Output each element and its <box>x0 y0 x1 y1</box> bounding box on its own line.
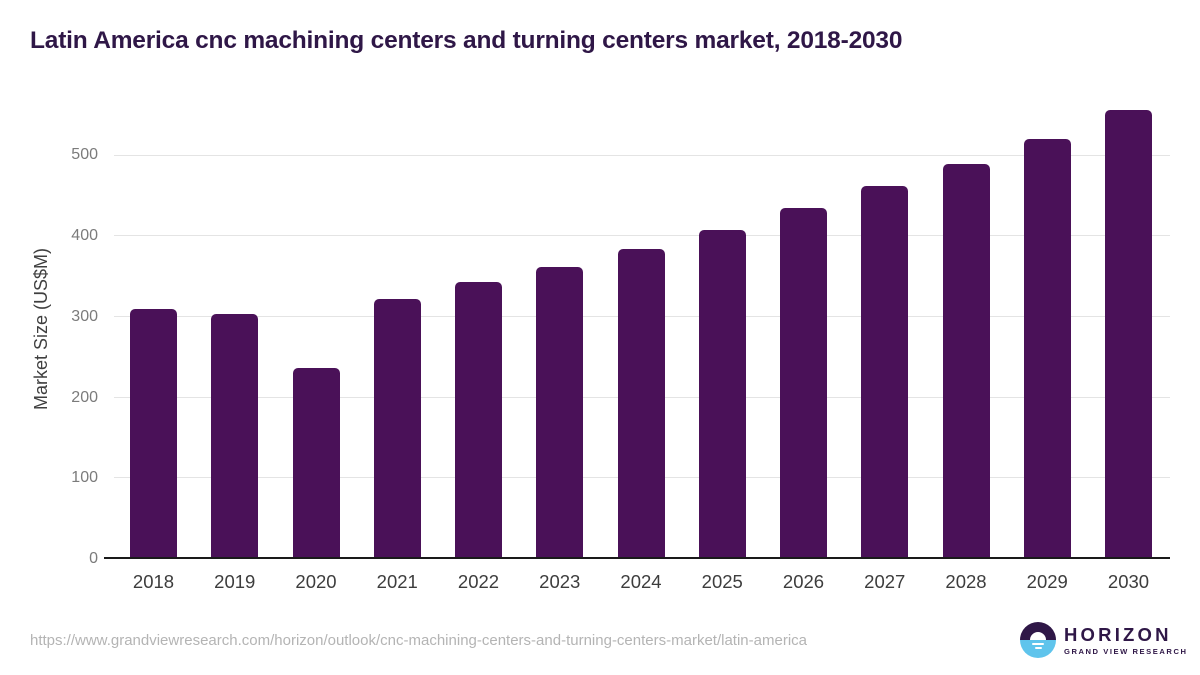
y-tick-label-0: 0 <box>89 550 98 567</box>
logo-icon-reflection-line-1 <box>1032 642 1044 645</box>
chart-title: Latin America cnc machining centers and … <box>30 27 903 54</box>
bar-2024 <box>617 249 665 559</box>
y-tick-label-500: 500 <box>71 146 98 164</box>
bar-2027 <box>861 186 909 559</box>
x-tick-label-2019: 2019 <box>214 571 256 592</box>
y-tick-label-400: 400 <box>71 227 98 245</box>
logo-icon-sun-dome <box>1030 632 1046 640</box>
x-tick-label-2028: 2028 <box>945 571 987 592</box>
logo-sub-brand: GRAND VIEW RESEARCH <box>1064 646 1188 656</box>
y-tick-label-300: 300 <box>71 307 98 325</box>
logo-brand-name: HORIZON <box>1064 623 1172 645</box>
logo-text: HORIZON GRAND VIEW RESEARCH <box>1064 623 1188 656</box>
bar-2021 <box>373 299 421 559</box>
logo-icon-top-half <box>1020 622 1056 640</box>
x-tick-label-2027: 2027 <box>864 571 906 592</box>
bar-2018 <box>130 308 177 559</box>
bar-2019 <box>211 313 259 559</box>
logo-icon-reflection-line-2 <box>1034 647 1042 650</box>
plot-area <box>112 99 1170 559</box>
x-tick-label-2029: 2029 <box>1026 571 1068 592</box>
x-tick-label-2018: 2018 <box>132 571 175 592</box>
x-tick-label-2026: 2026 <box>782 571 825 592</box>
source-url: https://www.grandviewresearch.com/horizo… <box>30 632 807 649</box>
bar-2025 <box>698 229 746 559</box>
horizon-logo-icon <box>1020 622 1056 658</box>
bar-2029 <box>1023 138 1071 559</box>
gridline-500 <box>114 154 1170 156</box>
x-tick-label-2023: 2023 <box>539 571 581 592</box>
bar-2030 <box>1105 110 1152 559</box>
horizon-logo: HORIZON GRAND VIEW RESEARCH <box>1020 622 1188 658</box>
x-axis-line <box>104 557 1170 559</box>
x-tick-label-2022: 2022 <box>457 571 500 592</box>
bar-2022 <box>455 282 502 559</box>
y-axis-ticks: 0 100 200 300 400 500 <box>0 99 98 567</box>
x-tick-label-2021: 2021 <box>376 571 418 592</box>
bar-2026 <box>780 207 827 559</box>
x-tick-label-2030: 2030 <box>1107 571 1150 592</box>
bar-2023 <box>536 266 584 559</box>
x-axis-labels: 2018 2019 2020 2021 2022 2023 2024 2025 2026 2027… <box>112 568 1170 598</box>
y-tick-label-100: 100 <box>71 469 98 487</box>
x-tick-label-2025: 2025 <box>701 571 743 592</box>
gridline-400 <box>114 235 1170 237</box>
y-tick-label-200: 200 <box>71 388 98 406</box>
x-tick-label-2024: 2024 <box>620 571 662 592</box>
bar-2020 <box>292 367 340 559</box>
x-tick-label-2020: 2020 <box>295 571 337 592</box>
bar-2028 <box>942 163 990 559</box>
